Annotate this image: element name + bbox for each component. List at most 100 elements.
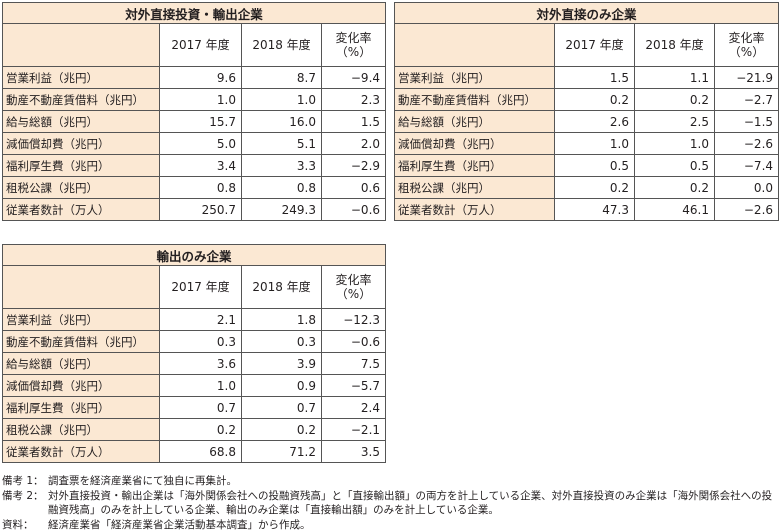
col-header-change-unit: （%） <box>335 287 372 301</box>
cell-2017: 1.0 <box>554 132 635 155</box>
table-row: 福利厚生費（兆円） 0.5 0.5 −7.4 <box>394 154 780 177</box>
cell-2017: 0.2 <box>159 418 242 441</box>
row-label: 営業利益（兆円） <box>2 308 160 331</box>
cell-2017: 0.2 <box>554 88 635 111</box>
col-header-change-label: 変化率 <box>335 31 372 45</box>
cell-change: 2.3 <box>320 88 387 111</box>
cell-2018: 46.1 <box>634 198 715 221</box>
table-title: 輸出のみ企業 <box>1 244 387 266</box>
cell-2017: 0.7 <box>159 396 242 419</box>
cell-change: −9.4 <box>320 66 387 89</box>
cell-change: −2.9 <box>320 154 387 177</box>
cell-2018: 8.7 <box>241 66 322 89</box>
row-label: 減価償却費（兆円） <box>2 374 160 397</box>
col-header-change-unit: （%） <box>335 45 372 59</box>
cell-change: −2.1 <box>320 418 387 441</box>
table-row: 従業者数計（万人） 250.7 249.3 −0.6 <box>2 198 387 221</box>
col-header-change: 変化率 （%） <box>713 23 780 67</box>
cell-change: 3.5 <box>320 440 387 463</box>
table-row: 営業利益（兆円） 9.6 8.7 −9.4 <box>2 66 387 89</box>
cell-change: −21.9 <box>713 66 780 89</box>
col-header-2017: 2017 年度 <box>159 265 242 309</box>
footnote-tag: 備考 2： <box>2 489 44 502</box>
row-label: 減価償却費（兆円） <box>2 132 160 155</box>
footnote: 資料： 経済産業省「経済産業省企業活動基本調査」から作成。 <box>2 518 780 532</box>
row-label: 従業者数計（万人） <box>394 198 555 221</box>
table-row: 従業者数計（万人） 47.3 46.1 −2.6 <box>394 198 780 221</box>
col-header-2017: 2017 年度 <box>159 23 242 67</box>
table-row: 動産不動産賃借料（兆円） 0.3 0.3 −0.6 <box>2 330 387 353</box>
cell-2018: 1.0 <box>241 88 322 111</box>
cell-2017: 0.3 <box>159 330 242 353</box>
cell-2017: 68.8 <box>159 440 242 463</box>
cell-2018: 16.0 <box>241 110 322 133</box>
cell-change: 0.0 <box>713 176 780 199</box>
cell-2018: 3.3 <box>241 154 322 177</box>
table-row: 減価償却費（兆円） 5.0 5.1 2.0 <box>2 132 387 155</box>
table-row: 給与総額（兆円） 2.6 2.5 −1.5 <box>394 110 780 133</box>
col-header-change-label: 変化率 <box>728 31 765 45</box>
col-header-change-unit: （%） <box>728 45 765 59</box>
row-label: 給与総額（兆円） <box>2 352 160 375</box>
table-row: 減価償却費（兆円） 1.0 0.9 −5.7 <box>2 374 387 397</box>
table-row: 給与総額（兆円） 15.7 16.0 1.5 <box>2 110 387 133</box>
cell-2017: 0.2 <box>554 176 635 199</box>
cell-2018: 1.0 <box>634 132 715 155</box>
row-label: 動産不動産賃借料（兆円） <box>2 330 160 353</box>
table-row: 営業利益（兆円） 1.5 1.1 −21.9 <box>394 66 780 89</box>
cell-2017: 2.1 <box>159 308 242 331</box>
cell-2017: 3.4 <box>159 154 242 177</box>
table-fdi-and-export: 対外直接投資・輸出企業 2017 年度 2018 年度 変化率 （%） 営業利益（… <box>1 2 387 221</box>
cell-2018: 0.5 <box>634 154 715 177</box>
cell-2017: 9.6 <box>159 66 242 89</box>
cell-2017: 250.7 <box>159 198 242 221</box>
cell-2018: 0.7 <box>241 396 322 419</box>
cell-2018: 0.2 <box>634 176 715 199</box>
cell-change: −2.6 <box>713 198 780 221</box>
footnotes: 備考 1： 調査票を経済産業省にて独自に再集計。 備考 2： 対外直接投資・輸出… <box>2 474 780 532</box>
table-row: 従業者数計（万人） 68.8 71.2 3.5 <box>2 440 387 463</box>
row-label: 営業利益（兆円） <box>2 66 160 89</box>
table-export-only: 輸出のみ企業 2017 年度 2018 年度 変化率 （%） 営業利益（兆円） 2… <box>1 244 387 463</box>
table-row: 福利厚生費（兆円） 0.7 0.7 2.4 <box>2 396 387 419</box>
table-row: 給与総額（兆円） 3.6 3.9 7.5 <box>2 352 387 375</box>
header-corner <box>2 265 160 309</box>
row-label: 福利厚生費（兆円） <box>394 154 555 177</box>
cell-2017: 15.7 <box>159 110 242 133</box>
cell-2018: 0.2 <box>634 88 715 111</box>
cell-2017: 0.5 <box>554 154 635 177</box>
cell-2018: 71.2 <box>241 440 322 463</box>
cell-2018: 1.8 <box>241 308 322 331</box>
row-label: 従業者数計（万人） <box>2 440 160 463</box>
table-row: 租税公課（兆円） 0.2 0.2 0.0 <box>394 176 780 199</box>
cell-change: −5.7 <box>320 374 387 397</box>
row-label: 福利厚生費（兆円） <box>2 396 160 419</box>
header-corner <box>2 23 160 67</box>
table-row: 動産不動産賃借料（兆円） 1.0 1.0 2.3 <box>2 88 387 111</box>
row-label: 動産不動産賃借料（兆円） <box>394 88 555 111</box>
cell-2017: 1.5 <box>554 66 635 89</box>
table-row: 租税公課（兆円） 0.2 0.2 −2.1 <box>2 418 387 441</box>
cell-2018: 1.1 <box>634 66 715 89</box>
col-header-2017: 2017 年度 <box>554 23 635 67</box>
cell-2017: 5.0 <box>159 132 242 155</box>
table-row: 営業利益（兆円） 2.1 1.8 −12.3 <box>2 308 387 331</box>
row-label: 給与総額（兆円） <box>2 110 160 133</box>
cell-change: −2.7 <box>713 88 780 111</box>
cell-change: −0.6 <box>320 198 387 221</box>
cell-2017: 1.0 <box>159 88 242 111</box>
col-header-2018: 2018 年度 <box>241 23 322 67</box>
footnote: 備考 2： 対外直接投資・輸出企業は「海外関係会社への投融資残高」と「直接輸出額… <box>2 489 780 518</box>
row-label: 減価償却費（兆円） <box>394 132 555 155</box>
table-row: 租税公課（兆円） 0.8 0.8 0.6 <box>2 176 387 199</box>
cell-change: −12.3 <box>320 308 387 331</box>
cell-change: −1.5 <box>713 110 780 133</box>
col-header-change-label: 変化率 <box>335 273 372 287</box>
cell-change: −7.4 <box>713 154 780 177</box>
cell-2018: 3.9 <box>241 352 322 375</box>
footnote-tag: 備考 1： <box>2 475 44 487</box>
cell-2018: 0.3 <box>241 330 322 353</box>
row-label: 営業利益（兆円） <box>394 66 555 89</box>
row-label: 租税公課（兆円） <box>2 176 160 199</box>
table-title: 対外直接投資・輸出企業 <box>1 2 387 24</box>
